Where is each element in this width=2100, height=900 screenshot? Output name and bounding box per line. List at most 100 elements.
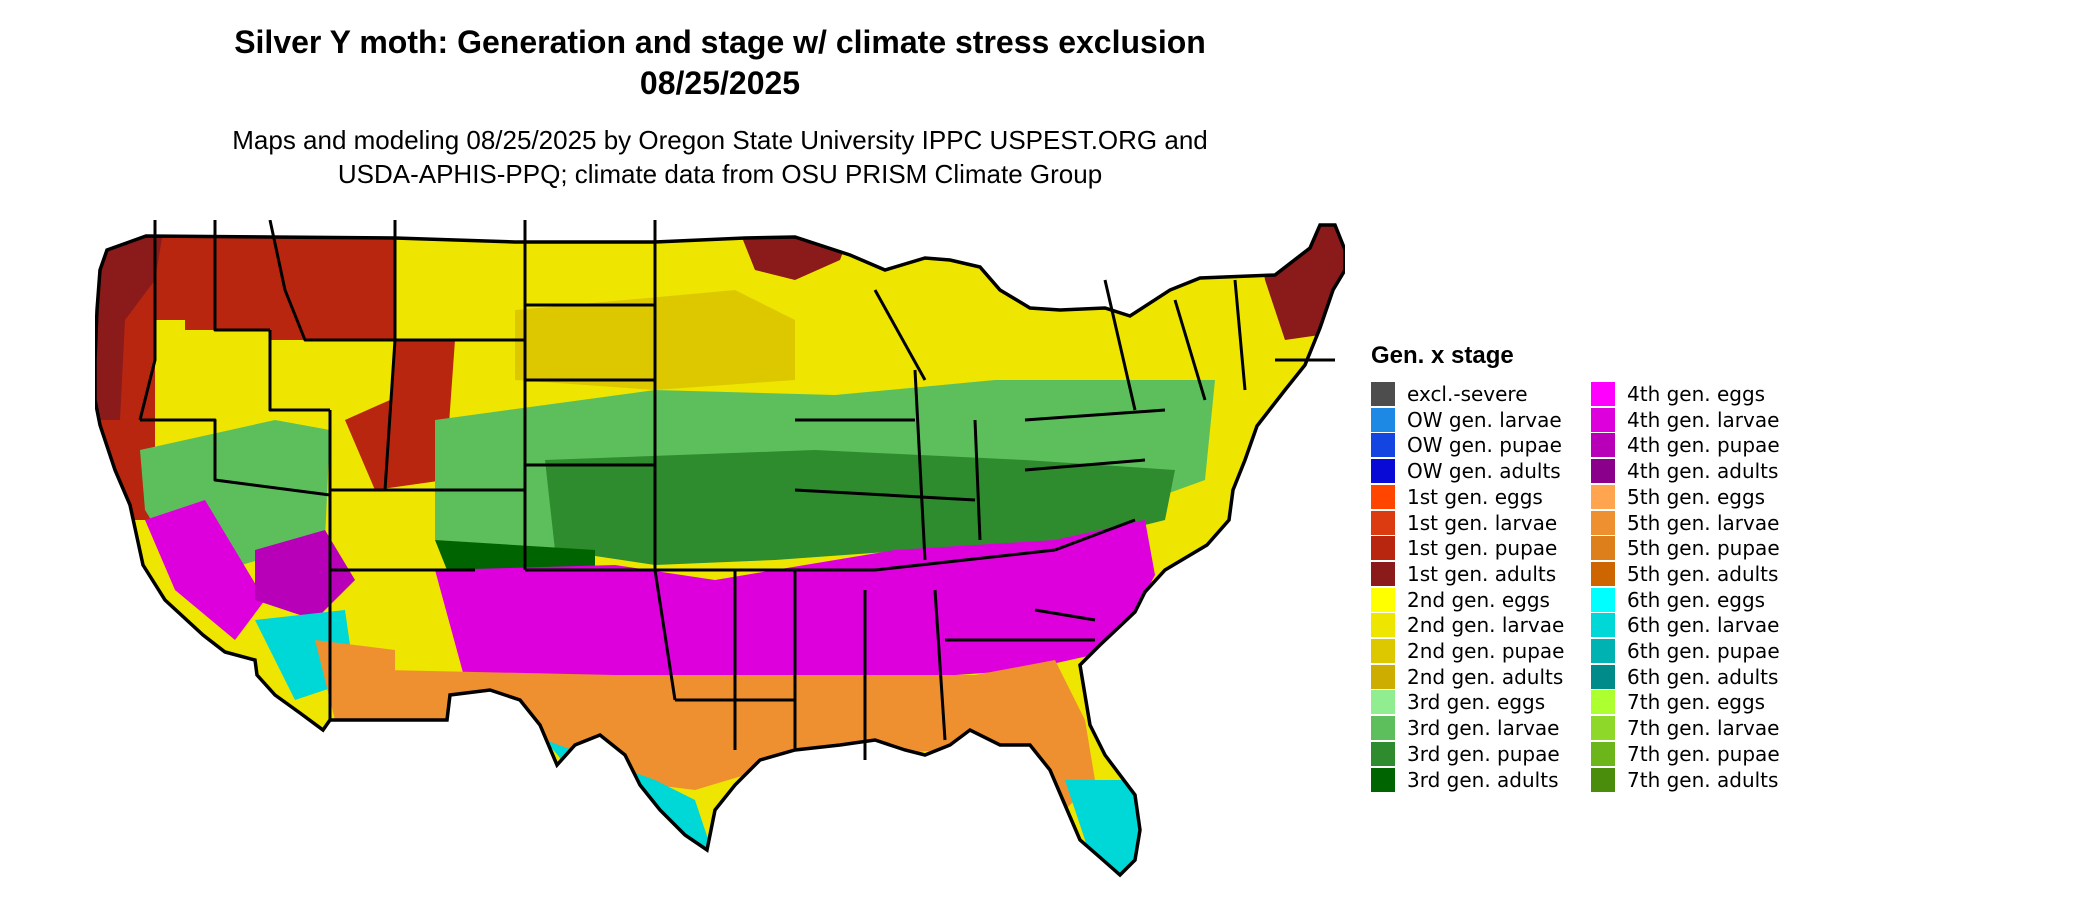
- legend-label: excl.-severe: [1407, 382, 1528, 406]
- fill-fl-cyan: [1065, 780, 1145, 875]
- legend-swatch: [1591, 433, 1615, 458]
- state-border: [1054, 518, 1136, 552]
- state-border: [1103, 279, 1137, 411]
- state-borders: [138, 220, 1335, 760]
- fill-coast-red: [95, 225, 165, 420]
- legend-item: 5th gen. eggs: [1591, 484, 1765, 509]
- legend-item: OW gen. larvae: [1371, 407, 1562, 432]
- legend-item: 6th gen. larvae: [1591, 613, 1780, 638]
- map-subtitle-line-2: USDA-APHIS-PPQ; climate data from OSU PR…: [337, 159, 1103, 189]
- legend-swatch: [1371, 382, 1395, 406]
- state-border: [1024, 408, 1166, 422]
- legend-item: 4th gen. eggs: [1591, 382, 1765, 406]
- fill-wyoming-red: [345, 340, 455, 490]
- legend-item: 7th gen. larvae: [1591, 716, 1780, 741]
- legend-label: 1st gen. larvae: [1407, 510, 1558, 535]
- legend-item: 3rd gen. larvae: [1371, 716, 1560, 741]
- legend-item: 3rd gen. adults: [1371, 767, 1559, 792]
- legend-swatch: [1591, 561, 1615, 586]
- legend-label: 3rd gen. pupae: [1407, 741, 1560, 766]
- legend-swatch: [1371, 716, 1395, 741]
- us-generation-map: [95, 220, 1345, 877]
- legend-swatch: [1371, 741, 1395, 766]
- legend-label: 7th gen. pupae: [1627, 741, 1780, 766]
- legend-swatch: [1371, 561, 1395, 586]
- legend-label: 3rd gen. adults: [1407, 767, 1559, 792]
- state-border: [653, 569, 677, 701]
- fill-midwest-dark-green: [545, 450, 1175, 565]
- map-title-line-1: Silver Y moth: Generation and stage w/ c…: [234, 24, 1206, 60]
- state-border: [1034, 608, 1096, 622]
- legend-item: 2nd gen. eggs: [1371, 587, 1550, 612]
- legend-item: 7th gen. pupae: [1591, 741, 1780, 766]
- legend-item: 1st gen. larvae: [1371, 510, 1558, 535]
- state-border: [268, 330, 330, 412]
- legend-item: 4th gen. adults: [1591, 459, 1779, 484]
- legend-swatch: [1591, 664, 1615, 689]
- legend-item: 6th gen. pupae: [1591, 639, 1780, 663]
- legend-label: 5th gen. adults: [1627, 561, 1779, 586]
- legend-label: 5th gen. larvae: [1627, 510, 1780, 535]
- state-border: [1233, 279, 1247, 391]
- legend-item: 4th gen. pupae: [1591, 433, 1780, 458]
- legend-swatch: [1591, 613, 1615, 638]
- legend-label: 3rd gen. larvae: [1407, 716, 1560, 741]
- legend-label: 1st gen. pupae: [1407, 536, 1558, 561]
- state-border: [933, 589, 947, 741]
- legend-label: 6th gen. larvae: [1627, 613, 1780, 638]
- legend-label: 6th gen. eggs: [1627, 587, 1766, 612]
- legend-swatch: [1371, 407, 1395, 432]
- state-border: [140, 418, 331, 497]
- legend-item: excl.-severe: [1371, 382, 1528, 406]
- legend-item: 6th gen. adults: [1591, 664, 1779, 689]
- legend-item: 6th gen. eggs: [1591, 587, 1766, 612]
- map-title: Silver Y moth: Generation and stage w/ c…: [0, 22, 1440, 104]
- legend-swatch: [1591, 382, 1615, 406]
- legend-item: 2nd gen. larvae: [1371, 613, 1565, 638]
- legend-label: 2nd gen. larvae: [1407, 613, 1565, 638]
- legend-label: 7th gen. larvae: [1627, 716, 1780, 741]
- legend-label: 4th gen. eggs: [1627, 382, 1766, 406]
- legend-swatch: [1371, 767, 1395, 792]
- fill-gulf-orange: [385, 660, 1095, 820]
- state-border: [873, 289, 927, 381]
- state-border: [973, 419, 982, 541]
- map-subtitle: Maps and modeling 08/25/2025 by Oregon S…: [0, 123, 1440, 191]
- state-border: [735, 548, 1056, 572]
- legend-title: Gen. x stage: [1371, 342, 1514, 369]
- fill-northwest-red: [95, 225, 395, 520]
- legend-label: 4th gen. larvae: [1627, 407, 1780, 432]
- state-border: [213, 220, 270, 332]
- legend-item: 3rd gen. eggs: [1371, 690, 1546, 715]
- state-border: [1024, 458, 1146, 472]
- legend-swatch: [1591, 459, 1615, 484]
- legend-swatch: [1371, 433, 1395, 458]
- legend-item: 1st gen. eggs: [1371, 484, 1543, 509]
- legend-item: 2nd gen. pupae: [1371, 639, 1564, 663]
- legend-label: 4th gen. pupae: [1627, 433, 1780, 458]
- legend-label: 6th gen. pupae: [1627, 639, 1780, 663]
- legend-swatch: [1371, 613, 1395, 638]
- fill-az-orange: [315, 640, 395, 720]
- legend-swatch: [1371, 510, 1395, 535]
- legend-swatch: [1591, 716, 1615, 741]
- legend-label: 6th gen. adults: [1627, 664, 1779, 689]
- legend-label: 2nd gen. adults: [1407, 664, 1564, 689]
- legend-label: 1st gen. eggs: [1407, 484, 1543, 509]
- legend-swatch: [1591, 741, 1615, 766]
- legend-swatch: [1371, 690, 1395, 715]
- map-subtitle-line-1: Maps and modeling 08/25/2025 by Oregon S…: [232, 125, 1208, 155]
- legend-label: 4th gen. adults: [1627, 459, 1779, 484]
- legend-item: 3rd gen. pupae: [1371, 741, 1560, 766]
- legend-swatch: [1591, 639, 1615, 663]
- legend-label: 3rd gen. eggs: [1407, 690, 1546, 715]
- legend-item: 1st gen. pupae: [1371, 536, 1558, 561]
- legend-swatch: [1591, 407, 1615, 432]
- legend-item: 2nd gen. adults: [1371, 664, 1564, 689]
- legend-swatch: [1371, 639, 1395, 663]
- state-border: [794, 488, 976, 502]
- legend-label: 7th gen. adults: [1627, 767, 1779, 792]
- legend-label: OW gen. pupae: [1407, 433, 1562, 458]
- legend-swatch: [1371, 587, 1395, 612]
- state-border: [268, 220, 395, 342]
